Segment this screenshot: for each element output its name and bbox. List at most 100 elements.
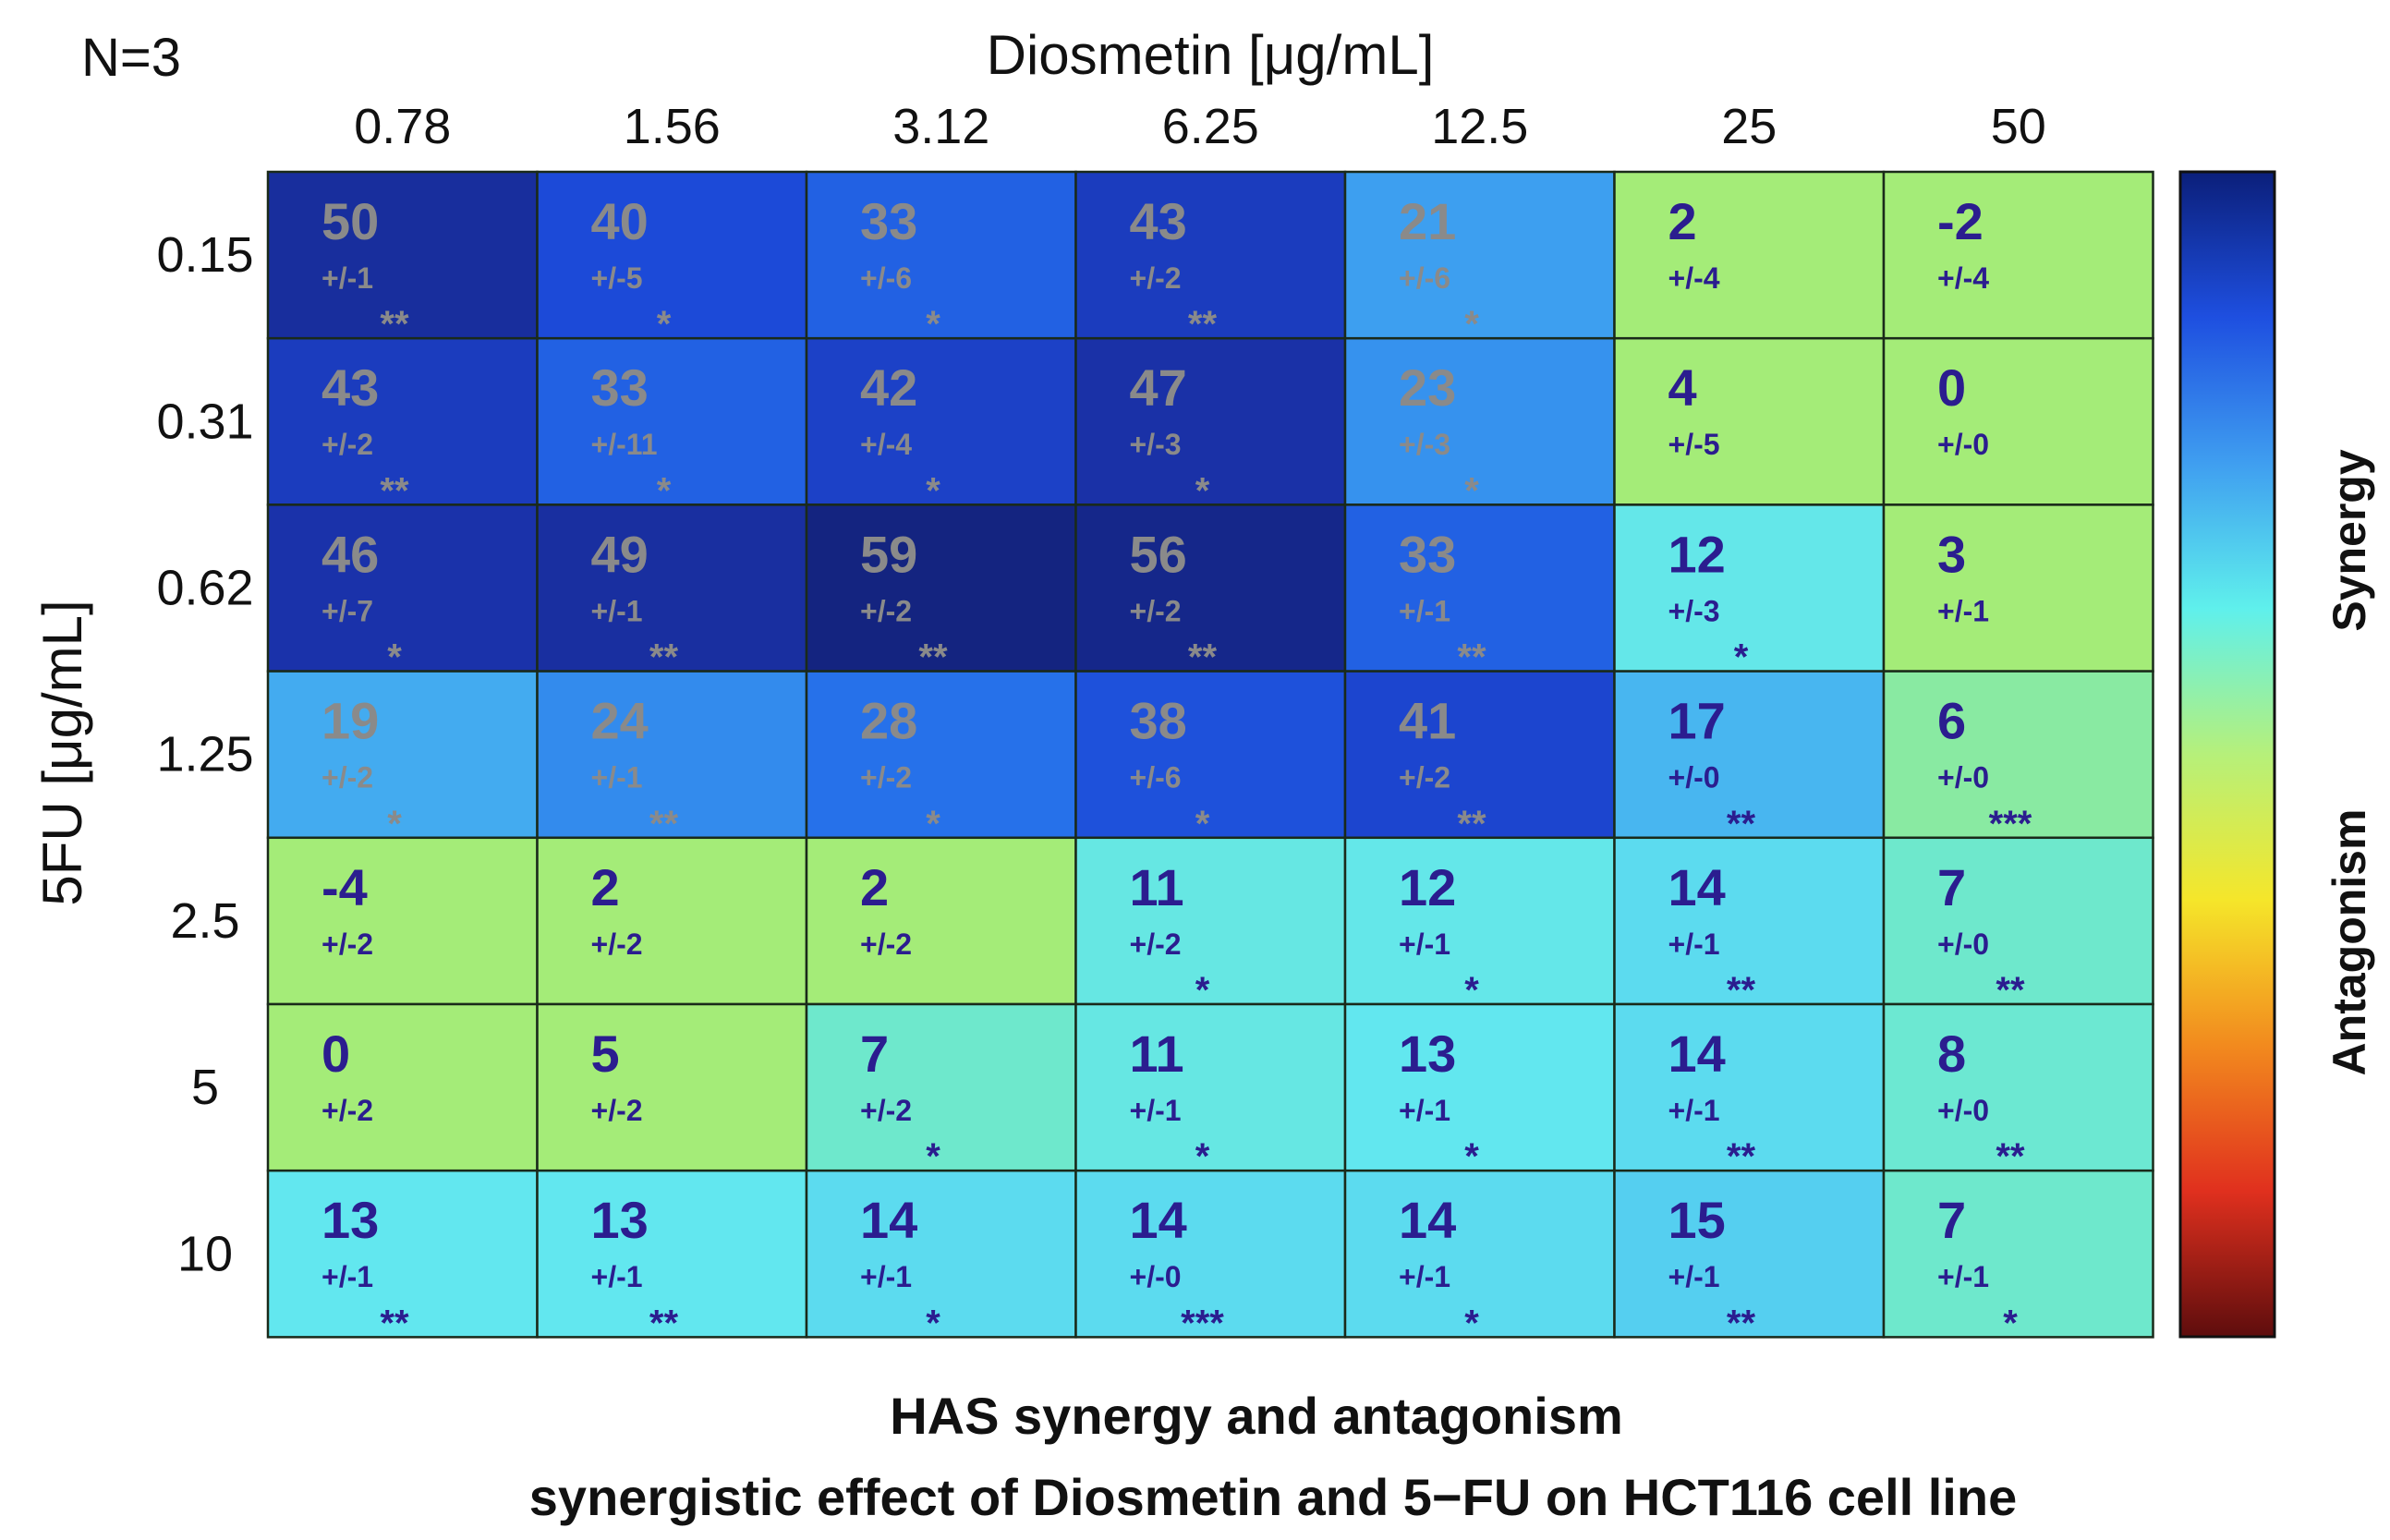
cell-value-label: 7 xyxy=(1937,858,1966,916)
cell-error-label: +/-6 xyxy=(860,261,912,295)
heatmap-cell xyxy=(1074,836,1347,1006)
cell-value-label: 28 xyxy=(860,692,917,750)
cell-error-label: +/-2 xyxy=(860,1094,912,1127)
cell-significance-label: ** xyxy=(1727,1303,1756,1343)
cell-significance-label: * xyxy=(1464,970,1479,1011)
y-tick-label: 2.5 xyxy=(170,893,239,949)
cell-error-label: +/-2 xyxy=(1130,928,1182,961)
cell-error-label: +/-4 xyxy=(1668,261,1720,295)
cell-significance-label: ** xyxy=(649,1303,679,1343)
heatmap-cell xyxy=(1613,503,1886,673)
cell-error-label: +/-11 xyxy=(591,428,658,461)
heatmap-cell xyxy=(1074,1169,1347,1339)
cell-error-label: +/-1 xyxy=(1399,594,1450,627)
cell-value-label: 13 xyxy=(321,1191,379,1249)
heatmap-cell xyxy=(536,670,808,840)
heatmap-cell xyxy=(1074,1002,1347,1172)
heatmap-cell xyxy=(1343,670,1616,840)
heatmap-cell xyxy=(805,1169,1077,1339)
heatmap-cell xyxy=(1882,1002,2154,1172)
y-tick-label: 5 xyxy=(191,1060,219,1115)
cell-error-label: +/-3 xyxy=(1130,428,1182,461)
cell-error-label: +/-1 xyxy=(860,1260,912,1293)
cell-value-label: 33 xyxy=(860,192,917,250)
x-tick-label: 6.25 xyxy=(1162,99,1259,154)
heatmap-cell xyxy=(536,1002,808,1172)
heatmap-cell xyxy=(536,170,808,340)
cell-error-label: +/-0 xyxy=(1937,428,1989,461)
cell-value-label: 38 xyxy=(1130,692,1187,750)
y-tick-label: 0.62 xyxy=(156,561,253,616)
cell-significance-label: * xyxy=(1464,1136,1479,1177)
heatmap-cell xyxy=(1613,836,1886,1006)
cell-value-label: 47 xyxy=(1130,358,1187,417)
heatmap-cell xyxy=(805,170,1077,340)
x-tick-label: 3.12 xyxy=(892,99,989,154)
cell-error-label: +/-1 xyxy=(1668,1260,1720,1293)
cell-value-label: 33 xyxy=(1399,525,1456,583)
cell-value-label: 11 xyxy=(1130,858,1184,916)
heatmap-cell xyxy=(536,836,808,1006)
colorbar xyxy=(2178,170,2276,1339)
heatmap-cell xyxy=(1613,1169,1886,1339)
cell-value-label: 50 xyxy=(321,192,379,250)
cell-value-label: 8 xyxy=(1937,1025,1966,1083)
cell-value-label: 24 xyxy=(591,692,649,750)
cell-value-label: 21 xyxy=(1399,192,1456,250)
heatmap-cell xyxy=(1882,336,2154,506)
heatmap-cell xyxy=(1882,503,2154,673)
cell-value-label: 6 xyxy=(1937,692,1966,750)
cell-error-label: +/-2 xyxy=(860,761,912,794)
cell-error-label: +/-1 xyxy=(321,261,373,295)
cell-significance-label: * xyxy=(1464,470,1479,511)
heatmap-cell xyxy=(1343,503,1616,673)
y-tick-labels: 0.15 0.31 0.62 1.25 2.5 5 10 xyxy=(156,227,253,1281)
y-tick-label: 10 xyxy=(177,1226,233,1281)
heatmap-cell xyxy=(266,670,539,840)
x-tick-label: 0.78 xyxy=(354,99,451,154)
cell-error-label: +/-0 xyxy=(1668,761,1720,794)
cell-error-label: +/-2 xyxy=(591,1094,643,1127)
heatmap-cell xyxy=(1882,1169,2154,1339)
cell-value-label: 15 xyxy=(1668,1191,1726,1249)
heatmap-cell xyxy=(1343,1002,1616,1172)
cell-significance-label: * xyxy=(926,804,940,844)
x-tick-labels: 0.78 1.56 3.12 6.25 12.5 25 50 xyxy=(354,99,2046,154)
heatmap-cells: 50+/-1**40+/-5*33+/-6*43+/-2**21+/-6*2+/… xyxy=(266,170,2154,1343)
heatmap-cell xyxy=(266,336,539,506)
heatmap-cell xyxy=(266,503,539,673)
cell-value-label: 0 xyxy=(321,1025,350,1083)
cell-value-label: -2 xyxy=(1937,192,1984,250)
cell-significance-label: * xyxy=(2003,1303,2018,1343)
cell-significance-label: * xyxy=(926,470,940,511)
cell-error-label: +/-2 xyxy=(321,928,373,961)
cell-value-label: 2 xyxy=(1668,192,1697,250)
cell-error-label: +/-2 xyxy=(591,928,643,961)
heatmap-cell xyxy=(266,836,539,1006)
cell-value-label: 5 xyxy=(591,1025,620,1083)
heatmap-cell xyxy=(1074,503,1347,673)
x-tick-label: 50 xyxy=(1991,99,2046,154)
cell-error-label: +/-1 xyxy=(1937,1260,1989,1293)
y-axis-title: 5FU [μg/mL] xyxy=(31,600,93,905)
cell-error-label: +/-3 xyxy=(1399,428,1450,461)
cell-value-label: 42 xyxy=(860,358,917,417)
cell-value-label: 11 xyxy=(1130,1025,1184,1083)
cell-error-label: +/-1 xyxy=(1130,1094,1182,1127)
cell-error-label: +/-0 xyxy=(1937,928,1989,961)
heatmap-cell xyxy=(1613,670,1886,840)
cell-significance-label: ** xyxy=(380,1303,409,1343)
heatmap-cell xyxy=(1882,836,2154,1006)
cell-significance-label: * xyxy=(1195,804,1210,844)
heatmap-cell xyxy=(1074,336,1347,506)
heatmap-cell xyxy=(1613,170,1886,340)
cell-significance-label: * xyxy=(1195,1136,1210,1177)
cell-error-label: +/-1 xyxy=(1399,1094,1450,1127)
cell-significance-label: * xyxy=(387,804,402,844)
cell-value-label: 4 xyxy=(1668,358,1697,417)
heatmap-cell xyxy=(1343,336,1616,506)
cell-value-label: 14 xyxy=(1668,858,1726,916)
cell-value-label: 3 xyxy=(1937,525,1966,583)
cell-error-label: +/-1 xyxy=(1399,928,1450,961)
cell-value-label: 13 xyxy=(591,1191,649,1249)
